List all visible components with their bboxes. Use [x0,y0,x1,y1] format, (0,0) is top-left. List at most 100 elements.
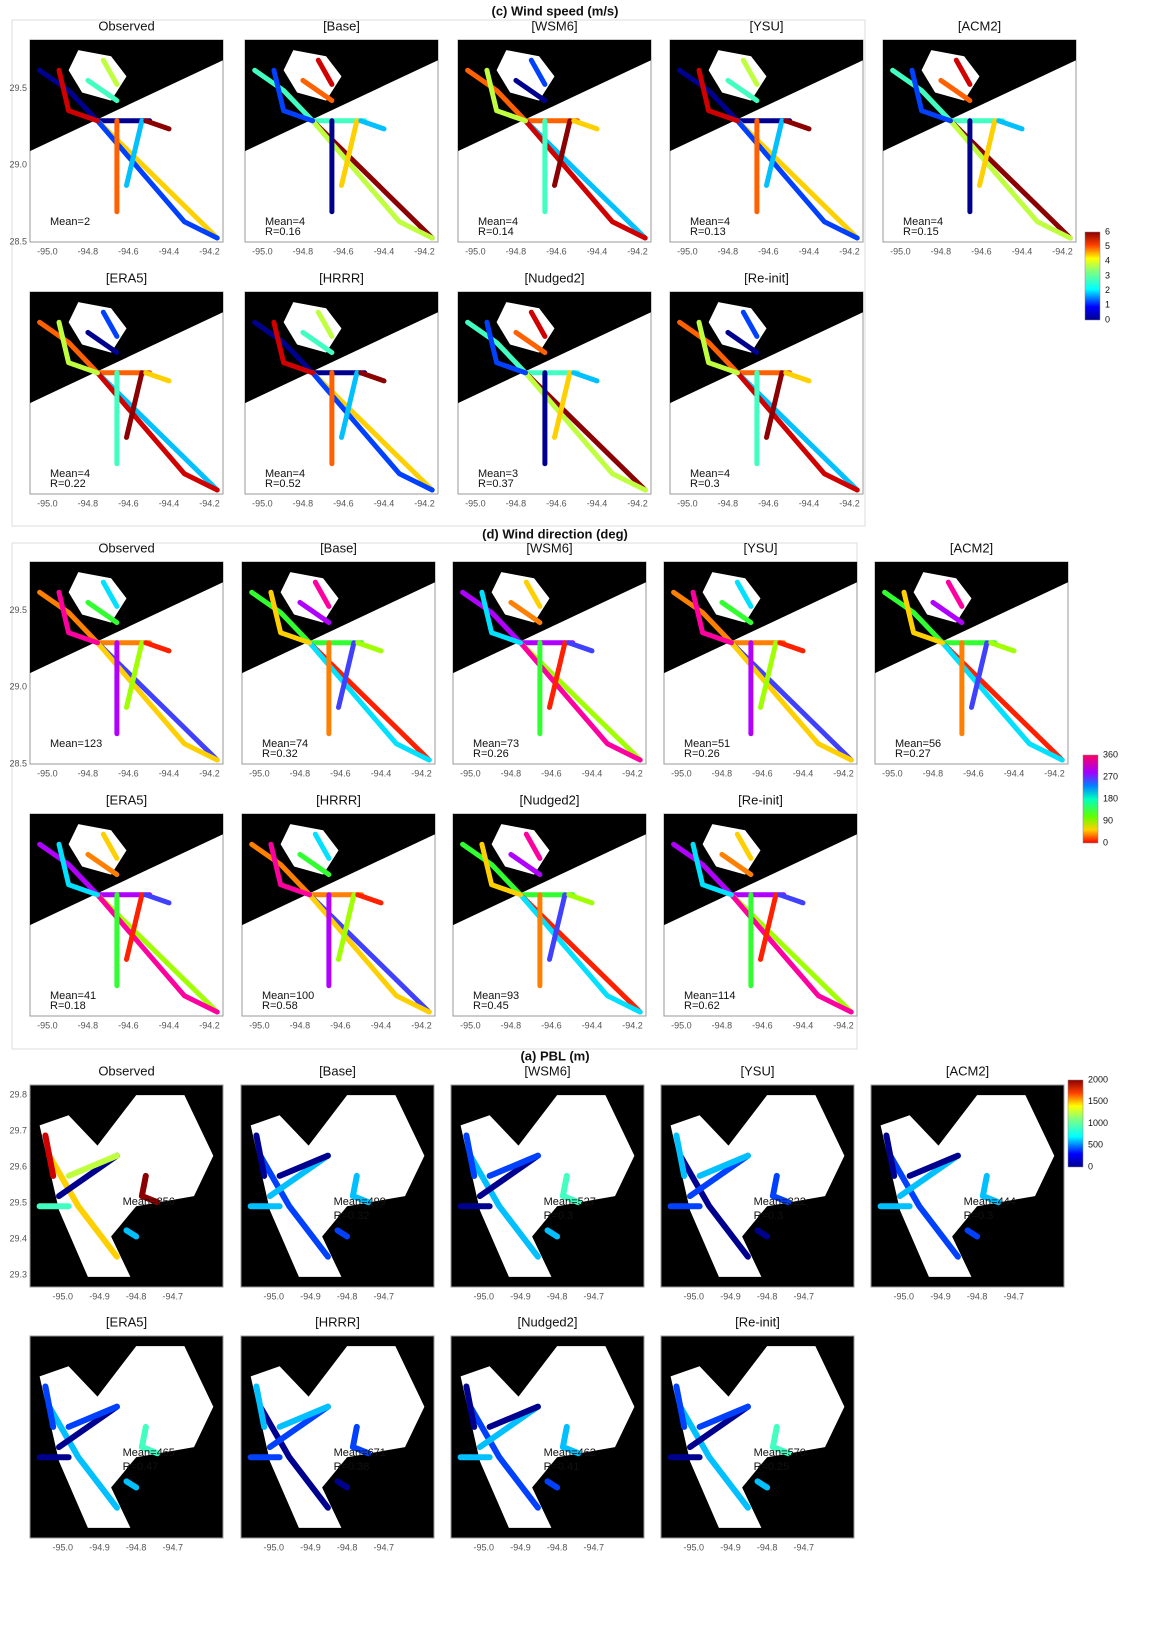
ship-track [508,599,543,626]
ship-track [300,329,335,356]
x-tick-label: -94.2 [411,1020,432,1030]
panel-name: [ACM2] [946,1063,989,1078]
flight-track [463,1383,478,1430]
stat-label: R=0.15 [903,226,939,238]
panel-name: [Base] [320,540,357,555]
flight-track [677,1403,751,1511]
ship-track [735,118,860,241]
bay [708,302,767,353]
x-tick-label: -94.6 [118,498,139,508]
ship-track [719,851,754,878]
map-panel: Observed Mean=123 -95.0 -94.8 -94.6 -94.4 -94.… [9,540,224,778]
panel-name: [ACM2] [950,540,993,555]
ship-track [882,589,998,646]
flight-track [138,1172,161,1206]
ship-track [523,370,648,493]
panel-name: [Nudged2] [518,1314,578,1329]
x-tick-label: -94.9 [300,1291,321,1301]
ship-track [358,118,387,132]
ship-track [336,892,357,962]
ship-track [696,319,740,376]
x-tick-label: -94.6 [758,246,779,256]
ship-track [336,640,357,710]
ship-track [124,640,145,710]
ship-track [758,892,779,962]
ship-track [56,589,100,646]
x-tick-label: -94.4 [1004,768,1025,778]
colorbar-label: 3 [1105,270,1110,280]
colorbar-label: 4 [1105,256,1110,266]
stat-label: Mean=123 [50,738,102,750]
ship-track [56,319,100,376]
bay [283,302,342,353]
ship-track [740,57,760,87]
x-tick-label: -94.4 [159,246,180,256]
ship-track [358,370,387,384]
x-tick-label: -94.7 [794,1291,815,1301]
x-tick-label: -94.6 [752,1020,773,1030]
x-tick-label: -94.2 [199,246,220,256]
stat-label: Mean=114 [684,990,735,1002]
bay [68,824,127,875]
y-tick-label: 29.5 [9,83,27,93]
section-frame [11,542,858,1050]
ship-track [930,599,965,626]
flight-track [544,1478,561,1491]
flight-track [42,1383,57,1430]
colorbar-label: 0 [1103,837,1108,847]
x-tick-label: -94.6 [541,1020,562,1030]
colorbar [1067,1079,1084,1168]
bay [702,572,761,623]
flight-track [463,1132,478,1179]
x-tick-label: -94.9 [300,1542,321,1552]
ship-track [100,831,120,861]
stat-label: Mean=462 [544,1447,596,1459]
flight-track [754,1478,771,1491]
x-tick-label: -94.4 [582,1020,603,1030]
stat-label: Mean=322 [754,1196,806,1208]
panel-name: [YSU] [750,18,784,33]
stat-label: R=0.58 [262,1000,298,1012]
x-tick-label: -94.6 [971,246,992,256]
flight-track [253,1383,268,1430]
x-tick-label: -95.0 [53,1542,74,1552]
x-tick-label: -94.9 [720,1542,741,1552]
ship-track [315,57,335,87]
ship-track [310,118,435,241]
colorbar-label: 1000 [1088,1118,1108,1128]
stat-label: Mean=527 [544,1196,596,1208]
stat-label: R=0.3 [544,1210,574,1222]
map-panel: [YSU] Mean=322 R=0.3 -95.0 -94.9 -94.8 -94.7 [660,1063,855,1301]
colorbar-label: 1 [1105,300,1110,310]
bay [68,302,127,353]
ship-track [740,309,760,339]
stat-label: Mean=3 [478,468,518,480]
flight-track [334,1227,351,1240]
bay [250,1346,425,1528]
ship-track [297,599,332,626]
ship-track [85,851,120,878]
x-tick-label: -94.8 [547,1291,568,1301]
x-tick-label: -94.8 [501,768,522,778]
x-tick-label: -94.7 [374,1542,395,1552]
ship-track [310,370,435,493]
map-panel: [ACM2] Mean=444 R=0.3 -95.0 -94.9 -94.8 -94.7 [870,1063,1065,1301]
ship-track [725,329,760,356]
x-tick-label: -95.0 [249,1020,270,1030]
x-tick-label: -95.0 [37,498,58,508]
x-tick-label: -94.4 [159,768,180,778]
stat-label: R=0.13 [690,226,726,238]
section-frame [11,19,866,527]
ship-track [719,599,754,626]
x-tick-label: -94.2 [622,768,643,778]
stat-label: R=0.32 [334,1210,370,1222]
ship-track [690,841,734,898]
x-tick-label: -94.6 [330,1020,351,1030]
x-tick-label: -95.0 [37,1020,58,1030]
ship-track [523,579,543,609]
ship-track [484,67,528,124]
stat-label: Mean=4 [50,468,90,480]
stat-label: R=0.18 [50,1000,86,1012]
x-tick-label: -95.0 [252,246,273,256]
panel-name: [ACM2] [958,18,1001,33]
